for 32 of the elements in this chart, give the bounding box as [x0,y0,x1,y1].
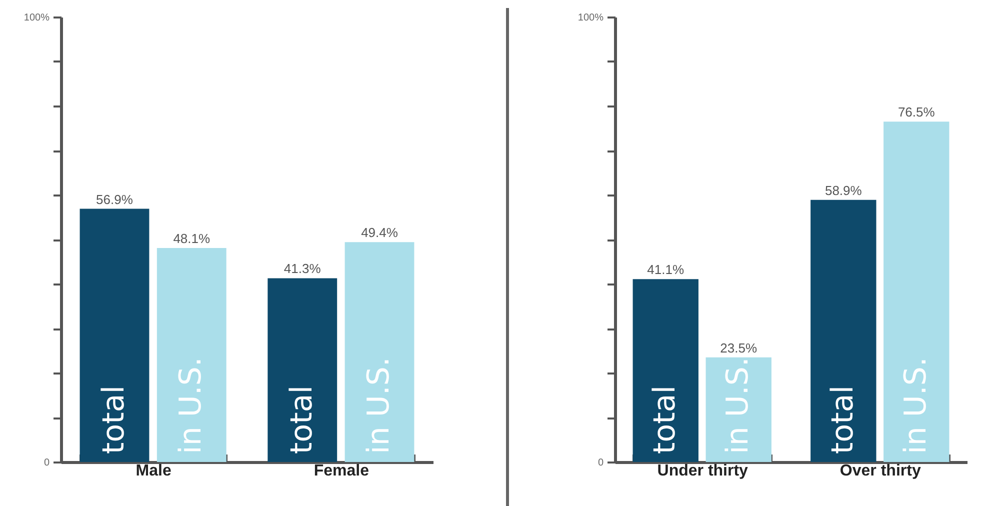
series-label: total [648,385,683,454]
bar [632,279,698,462]
data-label: 58.9% [824,182,862,198]
text: in U.S. [362,357,397,454]
data-label: 49.4% [361,225,398,240]
y-tick-label: 100% [24,12,50,24]
x-tick-label: Under thirty [657,462,748,480]
bar [810,200,876,462]
data-label: 23.5% [720,340,758,356]
data-label: 41.3% [284,261,322,276]
y-tick-label: 0 [44,458,50,468]
data-label: 41.1% [647,262,684,278]
y-tick-label: 0 [598,458,604,468]
series-label: total [96,385,132,454]
series-label: in U.S. [174,357,209,454]
series-label: in U.S. [720,357,756,454]
text: in U.S. [898,357,934,454]
x-tick-label: Male [136,462,172,480]
x-tick-label: Female [314,462,370,480]
data-label: 76.5% [898,104,936,120]
bar [80,208,150,462]
bar [268,278,338,462]
text: total [284,385,320,454]
data-label: 48.1% [173,230,210,246]
bar [156,248,226,462]
bar [344,242,414,462]
bar [884,122,950,462]
bar [706,357,772,462]
text: total [825,385,860,454]
data-label: 56.9% [96,192,134,207]
y-tick-label: 100% [578,12,604,24]
x-tick-label: Over thirty [840,462,921,480]
